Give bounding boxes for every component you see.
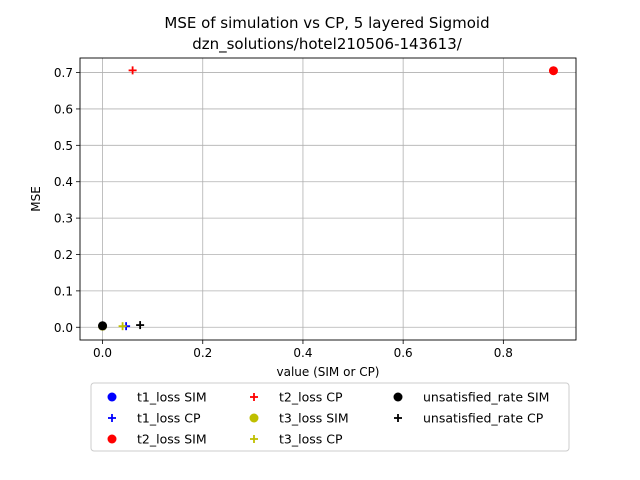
point-t3-loss-cp: [118, 322, 127, 331]
chart-title: MSE of simulation vs CP, 5 layered Sigmo…: [164, 14, 489, 32]
legend: t1_loss SIM t1_loss CP t2_loss SIM t2_loss …: [90, 382, 570, 452]
legend-marker-t2-loss-sim: [107, 434, 117, 444]
legend-label-t2-loss-sim: t2_loss SIM: [137, 432, 207, 447]
legend-marker-unsatisfied-rate-sim: [393, 392, 403, 402]
chart-subtitle: dzn_solutions/hotel210506-143613/: [192, 35, 463, 54]
x-tick-label: 0.4: [293, 346, 312, 360]
legend-marker-t2-loss-cp: [250, 393, 258, 401]
y-tick-label: 0.6: [54, 102, 73, 116]
point-t2-loss-cp: [128, 66, 137, 75]
legend-marker-t3-loss-cp: [250, 435, 258, 443]
x-tick-label: 0.8: [494, 346, 513, 360]
y-tick-label: 0.1: [54, 284, 73, 298]
legend-marker-t1-loss-cp: [108, 414, 116, 422]
data-points: [98, 66, 558, 331]
x-tick-label: 0.6: [394, 346, 413, 360]
point-t2-loss-sim: [548, 66, 558, 76]
y-tick-label: 0.0: [54, 321, 73, 335]
legend-marker-unsatisfied-rate-cp: [394, 414, 402, 422]
x-tick-label: 0.0: [93, 346, 112, 360]
legend-label-t2-loss-cp: t2_loss CP: [279, 390, 343, 405]
legend-label-unsatisfied-rate-cp: unsatisfied_rate CP: [423, 411, 544, 426]
grid: [80, 58, 576, 340]
legend-label-t3-loss-sim: t3_loss SIM: [279, 411, 349, 426]
legend-label-t3-loss-cp: t3_loss CP: [279, 432, 343, 447]
legend-marker-t1-loss-sim: [107, 392, 117, 402]
legend-box: [90, 382, 570, 452]
y-tick-label: 0.4: [54, 175, 73, 189]
y-tick-label: 0.3: [54, 212, 73, 226]
y-tick-label: 0.7: [54, 66, 73, 80]
legend-label-t1-loss-cp: t1_loss CP: [137, 411, 201, 426]
y-tick-label: 0.5: [54, 139, 73, 153]
axis-ticks: 0.0 0.2 0.4 0.6 0.8 0.0 0.1 0.2 0.3 0.4 0.5 0.6 0.7: [54, 66, 513, 360]
legend-marker-t3-loss-sim: [249, 413, 259, 423]
y-tick-label: 0.2: [54, 248, 73, 262]
point-unsatisfied-rate-sim: [98, 321, 108, 331]
legend-label-t1-loss-sim: t1_loss SIM: [137, 390, 207, 405]
plot-frame: [79, 57, 577, 341]
x-tick-label: 0.2: [193, 346, 212, 360]
legend-label-unsatisfied-rate-sim: unsatisfied_rate SIM: [423, 390, 549, 405]
y-axis-label: MSE: [29, 186, 43, 212]
point-unsatisfied-rate-cp: [136, 321, 145, 330]
x-axis-label: value (SIM or CP): [277, 365, 380, 379]
